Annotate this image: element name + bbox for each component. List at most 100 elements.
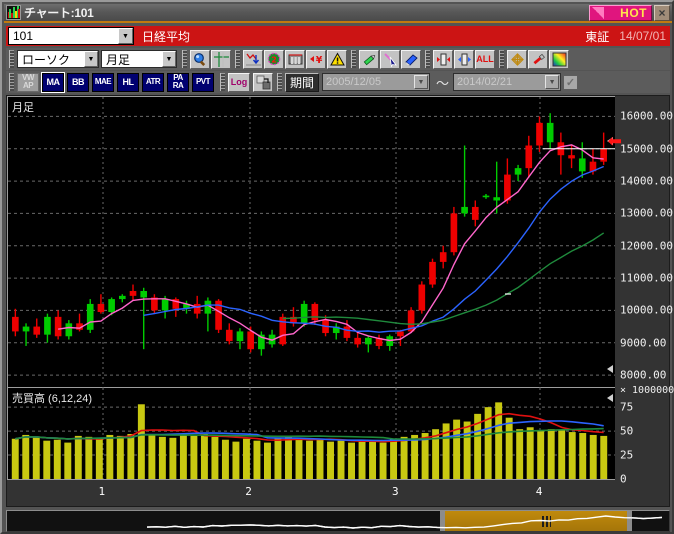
indicator-pvt-button[interactable]: PVT — [192, 72, 214, 92]
volume-panel[interactable]: 売買高 (6,12,24) — [7, 388, 615, 480]
period-range-button[interactable]: 期間 — [285, 72, 320, 92]
last-price-arrow-icon — [608, 136, 621, 146]
chevron-down-icon[interactable]: ▼ — [414, 75, 429, 89]
navigator-handle-right[interactable] — [627, 511, 632, 531]
tools-icon[interactable] — [528, 49, 548, 69]
title-bar: チャート:101 HOT × — [4, 4, 672, 23]
period-combo[interactable]: 月足 ▼ — [101, 50, 177, 68]
indicator-label-line1: PA — [173, 73, 183, 82]
indicator-label-line2: RA — [172, 81, 184, 90]
price-plot — [8, 97, 615, 388]
date-separator: 〜 — [436, 75, 450, 91]
toolbar-indicators: VW AP MA BB MAE HL ATR PA RA PVT Log — [6, 71, 670, 93]
price-axis-tick: 9000.00 — [620, 336, 667, 350]
warning-icon[interactable] — [327, 49, 347, 69]
compare-2-icon[interactable]: 2 — [264, 49, 284, 69]
toolbar-grip[interactable] — [235, 50, 240, 68]
issue-code-combo[interactable]: 101 ▼ — [8, 27, 134, 45]
close-icon[interactable]: × — [654, 4, 670, 21]
all-icon[interactable]: ALL — [475, 49, 495, 69]
x-axis-tick: 4 — [535, 485, 543, 498]
market-label: 東証 — [585, 29, 610, 44]
palette-icon[interactable] — [549, 49, 569, 69]
toolbar-grip[interactable] — [499, 50, 504, 68]
chevron-down-icon[interactable]: ▼ — [545, 75, 560, 89]
all-label: ALL — [476, 54, 494, 64]
grid-icon[interactable] — [507, 49, 527, 69]
date-from-field[interactable]: 2005/12/05 ▼ — [322, 73, 431, 91]
pointer-icon[interactable] — [380, 49, 400, 69]
volume-multiplier-label: × 1000000000 — [620, 385, 674, 396]
columns-icon[interactable] — [285, 49, 305, 69]
toolbar-grip[interactable] — [425, 50, 430, 68]
date-from-value: 2005/12/05 — [326, 76, 382, 88]
indicator-atr-button[interactable]: ATR — [142, 72, 164, 92]
x-axis-tick: 3 — [392, 485, 399, 498]
last-price-tag — [608, 136, 621, 146]
issue-code-value: 101 — [13, 29, 34, 43]
indicator-label-line1: VW — [22, 73, 34, 82]
log-scale-button[interactable]: Log — [228, 72, 250, 92]
price-axis-tick: 12000.00 — [620, 239, 673, 253]
toolbar-grip[interactable] — [9, 73, 14, 91]
navigator-handle-left[interactable] — [440, 511, 445, 531]
as-of-date: 14/07/01 — [619, 29, 666, 43]
indicator-hl-button[interactable]: HL — [117, 72, 139, 92]
volume-axis-tick: 0 — [620, 472, 627, 486]
indicator-mae-button[interactable]: MAE — [92, 72, 114, 92]
toolbar-primary: ローソク ▼ 月足 ▼ 2 ¥ — [6, 48, 670, 70]
indicator-label-line2: AP — [22, 81, 34, 90]
period-value: 月足 — [106, 52, 131, 67]
close-glyph: × — [658, 5, 666, 20]
volume-axis-tick: 75 — [620, 400, 634, 414]
date-range-checkbox[interactable]: ✓ — [563, 74, 579, 90]
hot-button-label: HOT — [620, 5, 647, 20]
chart-area: 月足 売買高 (6,12,24) 1 2 3 4 16000.00 15000.00 14… — [6, 95, 674, 507]
price-axis-tick: 13000.00 — [620, 206, 673, 220]
indicator-ma-button[interactable]: MA — [41, 71, 65, 93]
toolbar-grip[interactable] — [351, 50, 356, 68]
log-scale-label: Log — [230, 77, 248, 87]
range-navigator[interactable] — [6, 510, 670, 532]
cursor-down-icon[interactable] — [243, 49, 263, 69]
toolbar-grip[interactable] — [182, 50, 187, 68]
indicator-para-button[interactable]: PA RA — [167, 72, 189, 92]
price-panel[interactable]: 月足 — [7, 96, 615, 388]
expand-h-icon[interactable] — [433, 49, 453, 69]
x-axis-tick: 2 — [245, 485, 252, 498]
price-axis-tick: 16000.00 — [620, 109, 673, 123]
indicator-label-line1: BB — [72, 77, 85, 87]
svg-text:2: 2 — [271, 55, 277, 64]
chevron-down-icon[interactable]: ▼ — [162, 51, 176, 67]
price-axis-tick: 11000.00 — [620, 271, 673, 285]
zoom-icon[interactable] — [190, 49, 210, 69]
indicator-vwap-button[interactable]: VW AP — [17, 72, 39, 92]
chart-style-combo[interactable]: ローソク ▼ — [17, 50, 99, 68]
scale-icon[interactable] — [253, 72, 273, 92]
chevron-down-icon[interactable]: ▼ — [118, 28, 133, 44]
indicator-label-line1: ATR — [145, 77, 161, 86]
indicator-label-line1: MA — [46, 77, 61, 87]
eraser-icon[interactable] — [401, 49, 421, 69]
indicator-label-line1: PVT — [195, 77, 211, 86]
hot-button[interactable]: HOT — [589, 4, 652, 21]
indicator-bb-button[interactable]: BB — [67, 72, 89, 92]
date-to-field[interactable]: 2014/02/21 ▼ — [453, 73, 562, 91]
toolbar-grip[interactable] — [277, 73, 282, 91]
window-title: チャート:101 — [24, 6, 94, 20]
svg-text:¥: ¥ — [315, 55, 322, 66]
yen-left-icon[interactable]: ¥ — [306, 49, 326, 69]
chevron-down-icon[interactable]: ▼ — [84, 51, 98, 67]
pencil-icon[interactable] — [359, 49, 379, 69]
price-axis-tick: 10000.00 — [620, 303, 673, 317]
navigator-selection[interactable] — [445, 511, 627, 531]
toolbar-grip[interactable] — [220, 73, 225, 91]
indicator-label-line1: HL — [122, 77, 135, 87]
price-panel-title: 月足 — [12, 102, 34, 114]
price-axis-tick: 8000.00 — [620, 368, 667, 382]
shrink-h-icon[interactable] — [454, 49, 474, 69]
x-axis: 1 2 3 4 — [7, 480, 619, 506]
crosshair-icon[interactable] — [211, 49, 231, 69]
toolbar-grip[interactable] — [9, 50, 14, 68]
